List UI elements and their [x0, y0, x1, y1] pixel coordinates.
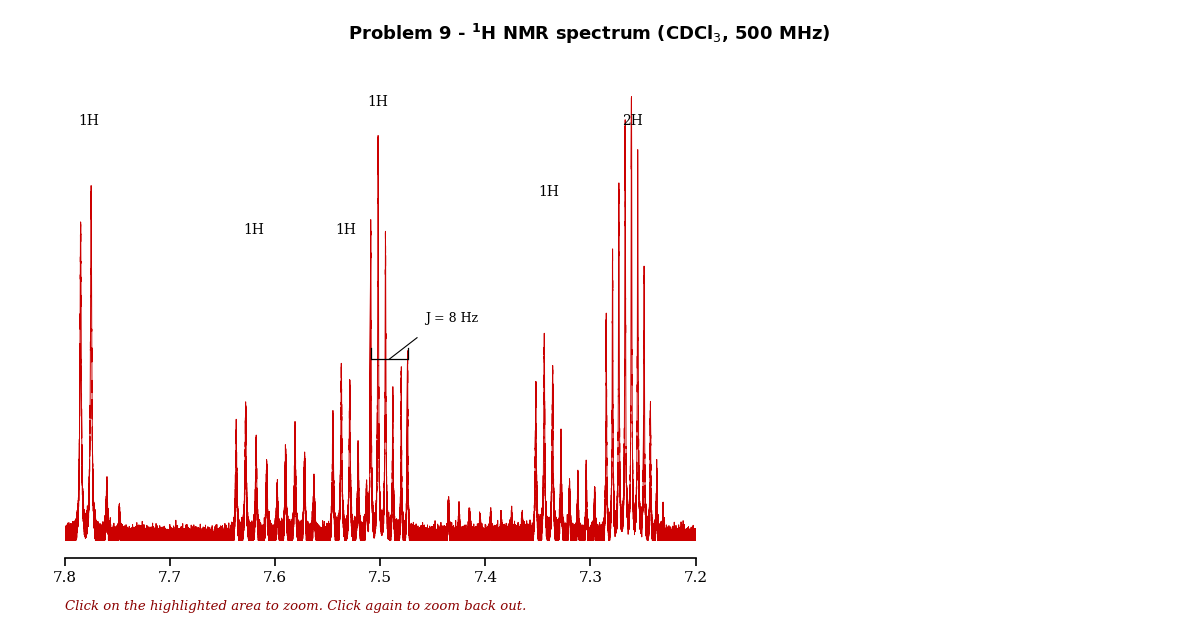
- Text: 1H: 1H: [368, 95, 389, 109]
- Text: 1H: 1H: [335, 223, 356, 237]
- Text: Click on the highlighted area to zoom. Click again to zoom back out.: Click on the highlighted area to zoom. C…: [65, 600, 526, 612]
- Text: Problem 9 - $^{\mathbf{1}}$$\mathbf{H}$ NMR spectrum (CDCl$_3$, 500 MHz): Problem 9 - $^{\mathbf{1}}$$\mathbf{H}$ …: [348, 22, 831, 46]
- Text: 2H: 2H: [623, 114, 643, 128]
- Text: J = 8 Hz: J = 8 Hz: [426, 312, 479, 325]
- Text: 1H: 1H: [244, 223, 264, 237]
- Text: 1H: 1H: [79, 114, 99, 128]
- Text: 1H: 1H: [538, 185, 559, 199]
